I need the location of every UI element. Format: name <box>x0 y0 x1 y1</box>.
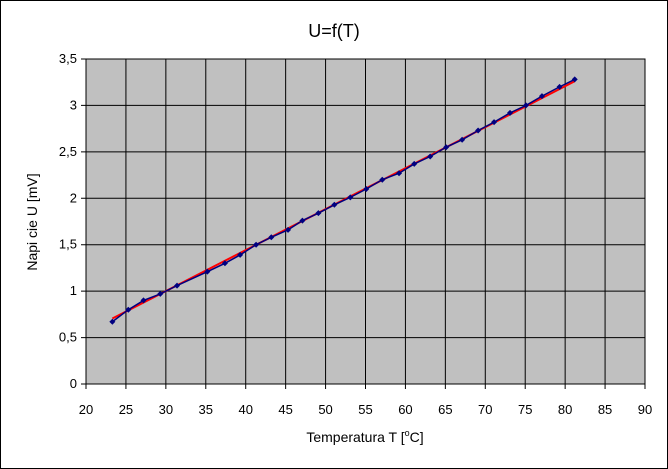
x-tick-label: 80 <box>558 402 572 417</box>
data-point <box>523 102 530 109</box>
x-tick-label: 35 <box>199 402 213 417</box>
x-tick-label: 50 <box>318 402 332 417</box>
data-point <box>538 93 545 100</box>
y-tick-label: 1,5 <box>59 237 77 252</box>
data-point <box>459 136 466 143</box>
data-point <box>396 170 403 177</box>
data-point <box>556 83 563 90</box>
x-axis-label-suffix: C] <box>410 429 424 445</box>
data-point <box>491 119 498 126</box>
y-tick-label: 2,5 <box>59 144 77 159</box>
grid-lines <box>81 58 646 389</box>
x-tick-label: 75 <box>518 402 532 417</box>
y-tick-label: 0,5 <box>59 330 77 345</box>
x-tick-label: 30 <box>159 402 173 417</box>
x-tick-label: 65 <box>438 402 452 417</box>
data-point <box>221 260 228 267</box>
y-tick-label: 0 <box>70 376 77 391</box>
data-point <box>157 290 164 297</box>
y-tick-label: 3 <box>70 97 77 112</box>
data-point <box>204 268 211 275</box>
data-point <box>331 201 338 208</box>
chart-title: U=f(T) <box>308 21 360 41</box>
y-tick-label: 3,5 <box>59 51 77 66</box>
x-axis-label: Temperatura T [oC] <box>306 428 423 445</box>
data-point <box>571 76 578 83</box>
x-tick-label: 60 <box>398 402 412 417</box>
data-point <box>475 127 482 134</box>
data-series <box>109 76 578 325</box>
data-point <box>411 160 418 167</box>
y-tick-labels: 0 0,5 1 1,5 2 2,5 3 3,5 <box>59 51 77 391</box>
data-point <box>363 186 370 192</box>
data-point <box>379 176 386 183</box>
data-point <box>443 144 450 151</box>
data-point <box>427 153 434 160</box>
data-point <box>268 234 275 241</box>
data-point <box>125 306 132 313</box>
x-tick-labels: 20 25 30 35 40 45 50 55 60 65 70 75 80 85 90 <box>79 402 652 417</box>
data-point <box>347 194 354 201</box>
data-point <box>174 282 181 289</box>
data-point <box>253 241 260 248</box>
x-tick-label: 20 <box>79 402 93 417</box>
y-axis-label: Napi cie U [mV] <box>24 173 40 270</box>
x-tick-label: 70 <box>478 402 492 417</box>
x-tick-label: 55 <box>358 402 372 417</box>
y-tick-label: 1 <box>70 283 77 298</box>
data-point <box>315 210 322 217</box>
x-axis-label-prefix: Temperatura T [ <box>306 429 404 445</box>
x-tick-label: 45 <box>278 402 292 417</box>
x-tick-label: 85 <box>598 402 612 417</box>
x-tick-label: 25 <box>119 402 133 417</box>
data-point <box>109 318 116 325</box>
x-axis-label-degree: o <box>405 428 410 438</box>
y-tick-label: 2 <box>70 190 77 205</box>
data-point <box>140 297 147 304</box>
data-point <box>237 251 244 258</box>
x-tick-label: 90 <box>638 402 652 417</box>
x-tick-label: 40 <box>238 402 252 417</box>
data-point <box>299 217 306 224</box>
data-point <box>285 226 292 233</box>
data-point <box>507 109 514 116</box>
